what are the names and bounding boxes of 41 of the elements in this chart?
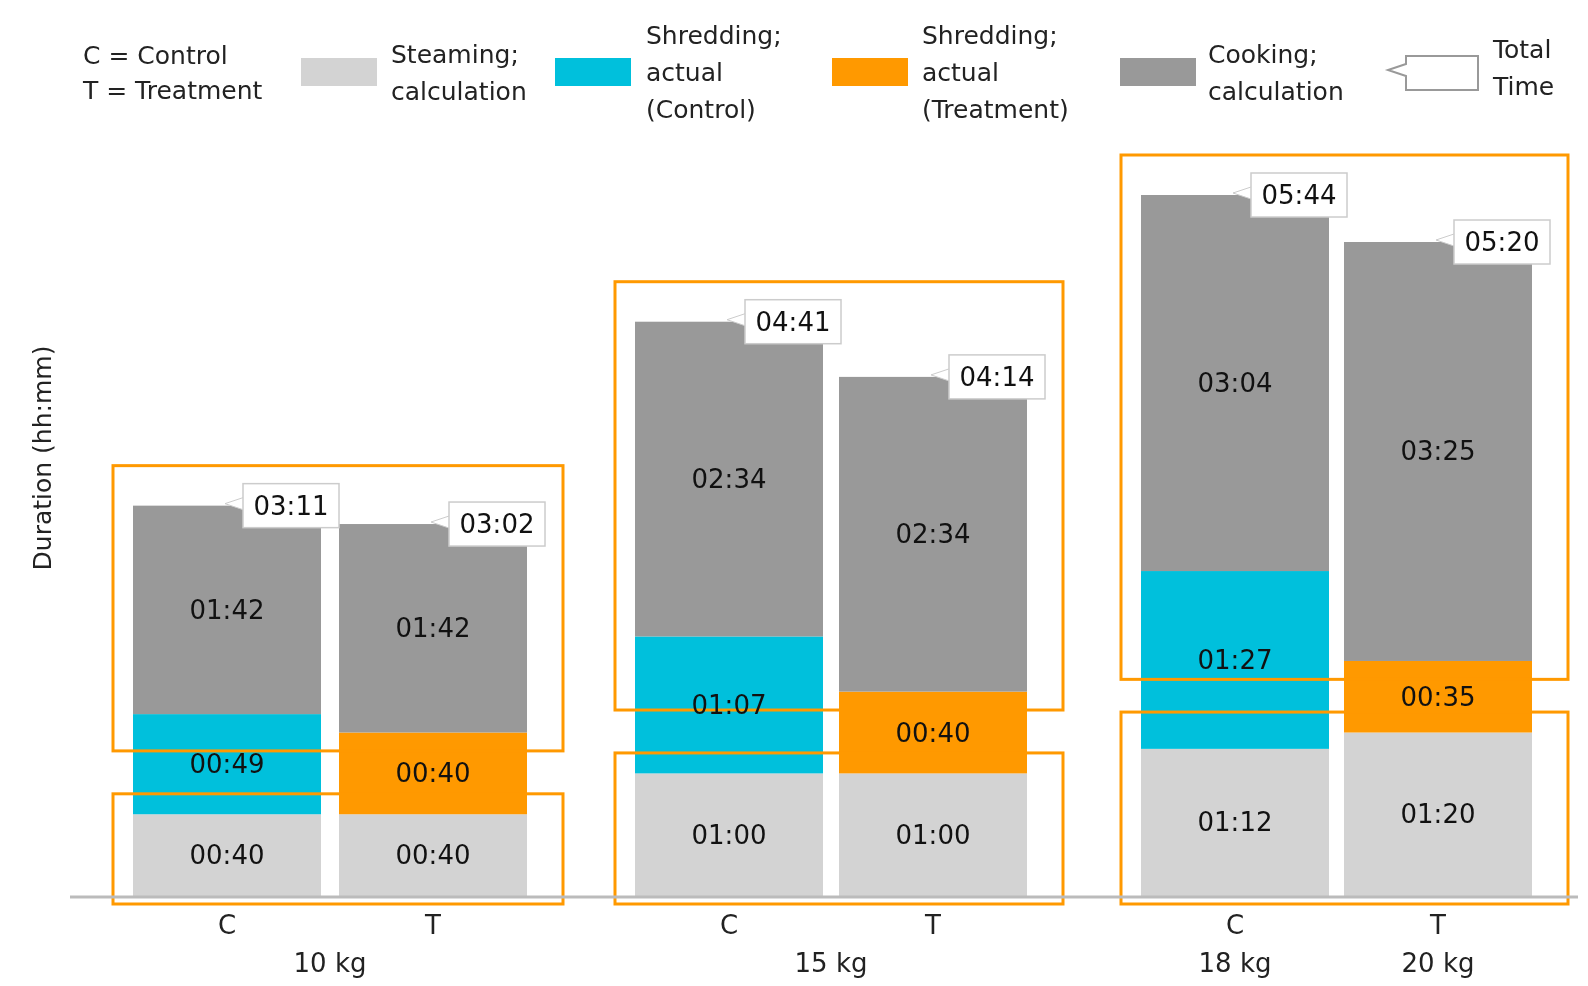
x-tick-label: C <box>1225 910 1245 940</box>
x-tick-label: T <box>924 910 942 940</box>
data-label: 03:25 <box>1400 436 1476 467</box>
data-label: 00:35 <box>1400 681 1476 712</box>
text: 15 kg <box>794 948 868 978</box>
text: Total Time <box>1492 35 1555 101</box>
text: C = Control <box>83 41 228 70</box>
legend-label: Steaming; calculation <box>391 39 527 106</box>
total-label: 05:44 <box>1261 180 1337 210</box>
data-label: 00:49 <box>189 749 265 780</box>
x-tick-label: C <box>217 910 237 940</box>
total-label: 05:20 <box>1464 227 1540 258</box>
x-tick-label: C <box>719 910 739 940</box>
data-label: 03:04 <box>1197 368 1273 399</box>
legend-label: Shredding; actual (Treatment) <box>922 21 1069 124</box>
data-label: 00:40 <box>395 758 471 789</box>
total-label: 04:41 <box>755 306 831 337</box>
data-label: 00:40 <box>189 840 265 871</box>
data-label: 00:40 <box>895 717 971 748</box>
text: T = Treatment <box>82 76 263 105</box>
total-label: 04:14 <box>959 361 1035 392</box>
legend-label: Cooking; calculation <box>1208 39 1344 106</box>
data-label: 00:40 <box>395 840 471 871</box>
data-label: 01:42 <box>395 613 471 644</box>
data-label: 01:12 <box>1197 807 1273 838</box>
total-label: 03:02 <box>459 509 535 540</box>
data-label: 01:27 <box>1197 644 1273 675</box>
data-label: 01:00 <box>895 819 971 850</box>
data-label: 01:42 <box>189 594 265 625</box>
data-label: 01:20 <box>1400 799 1476 830</box>
y-axis-title: Duration (hh:mm) <box>28 345 57 571</box>
x-tick-label: T <box>1429 910 1447 940</box>
x-tick-label: T <box>424 910 442 940</box>
total-label: 03:11 <box>253 490 329 521</box>
data-label: 01:00 <box>691 819 767 850</box>
data-label: 02:34 <box>691 464 767 495</box>
text: 18 kg <box>1198 948 1272 978</box>
data-label: 02:34 <box>895 519 971 550</box>
text: 10 kg <box>293 948 367 978</box>
text: 20 kg <box>1401 948 1475 978</box>
legend-label: Shredding; actual (Control) <box>646 21 782 124</box>
